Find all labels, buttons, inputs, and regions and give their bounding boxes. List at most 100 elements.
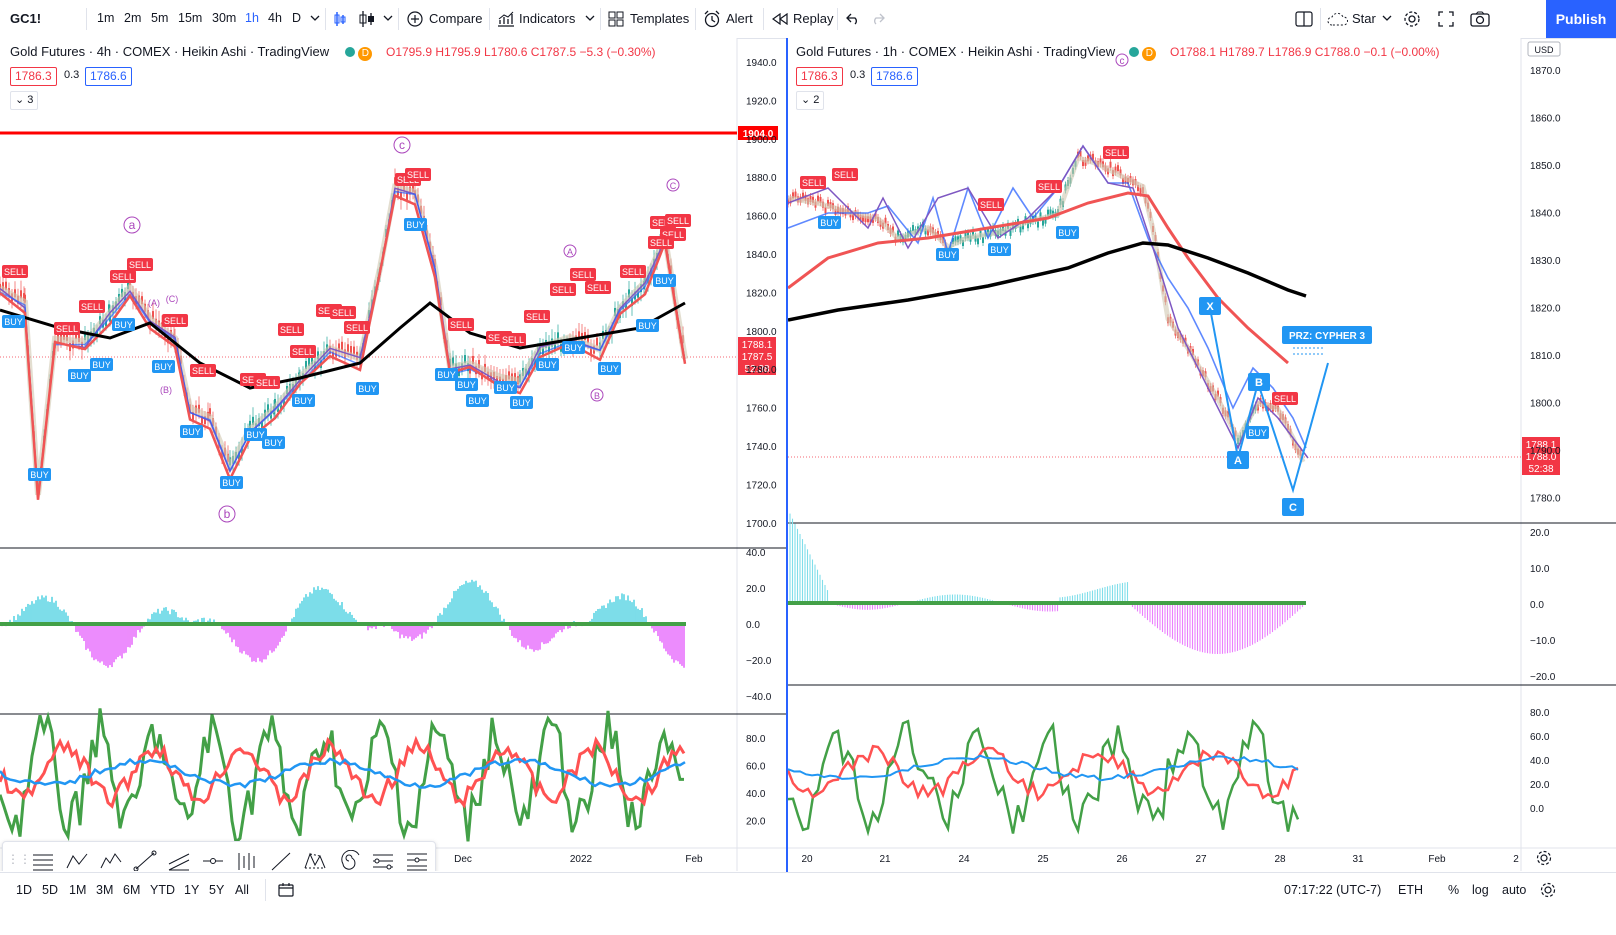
long-position-icon[interactable] bbox=[235, 850, 259, 871]
right-osc1-axis[interactable]: 20.0 10.0 0.0 −10.0 −20.0 bbox=[1530, 528, 1556, 683]
range-ytd[interactable]: YTD bbox=[150, 883, 175, 897]
xabcd-pattern-icon[interactable] bbox=[303, 850, 327, 871]
horizontal-lines-icon[interactable] bbox=[31, 850, 55, 871]
log-scale-toggle[interactable]: log bbox=[1472, 883, 1489, 897]
price-tick-label: 1820.0 bbox=[1530, 304, 1561, 315]
timeframe-1h[interactable]: 1h bbox=[245, 11, 259, 25]
drag-handle-icon[interactable]: ⋮⋮ bbox=[7, 852, 31, 866]
range-1m[interactable]: 1M bbox=[69, 883, 87, 897]
left-spread: 0.3 bbox=[64, 69, 80, 81]
templates-grid-icon[interactable] bbox=[608, 11, 624, 27]
timeframe-d[interactable]: D bbox=[292, 11, 302, 25]
toolbar-divider bbox=[695, 8, 696, 30]
timeframe-1m[interactable]: 1m bbox=[97, 11, 115, 25]
left-chart-pane[interactable]: 1904.0 1788.1 1787.5 52:38 1940.0 1920.0 1… bbox=[0, 38, 786, 871]
chevron-down-icon[interactable] bbox=[585, 15, 595, 23]
range-all[interactable]: All bbox=[235, 883, 249, 897]
line-tool-icon[interactable] bbox=[269, 850, 293, 871]
toolbar-divider bbox=[600, 8, 601, 30]
bar-style-icon[interactable] bbox=[333, 10, 349, 28]
market-open-icon bbox=[1128, 47, 1139, 57]
timeframe-4h[interactable]: 4h bbox=[268, 11, 282, 25]
buy-signal-badge bbox=[244, 428, 267, 441]
gann-spiral-icon[interactable] bbox=[337, 850, 361, 871]
compare-plus-icon[interactable] bbox=[407, 11, 423, 27]
replay-rewind-icon[interactable] bbox=[772, 13, 788, 25]
right-chart-canvas[interactable]: 1788.1 1788.0 52:38 USD 1870.0 1860.0 1850… bbox=[788, 38, 1616, 871]
signal-label: BUY bbox=[512, 398, 531, 408]
wave-label: c bbox=[1120, 56, 1125, 67]
cloud-save-icon[interactable] bbox=[1327, 12, 1349, 26]
range-1d[interactable]: 1D bbox=[16, 883, 32, 897]
layout-select-icon[interactable] bbox=[1295, 11, 1313, 27]
clock-timezone[interactable]: 07:17:22 (UTC-7) bbox=[1284, 883, 1382, 897]
chevron-down-icon[interactable] bbox=[1382, 15, 1392, 23]
fullscreen-icon[interactable] bbox=[1438, 11, 1454, 27]
star-layout-label[interactable]: Star bbox=[1352, 11, 1376, 26]
left-ask-price[interactable]: 1786.6 bbox=[85, 67, 132, 86]
right-bid-price[interactable]: 1786.3 bbox=[796, 67, 843, 86]
session-toggle[interactable]: ETH bbox=[1398, 883, 1423, 897]
alert-clock-icon[interactable] bbox=[703, 10, 721, 28]
percent-scale-toggle[interactable]: % bbox=[1448, 883, 1460, 897]
timeframe-15m[interactable]: 15m bbox=[178, 11, 203, 25]
signal-label: BUY bbox=[820, 218, 839, 228]
candles-icon[interactable] bbox=[358, 10, 376, 28]
left-osc1-axis[interactable]: 40.0 20.0 0.0 −20.0 −40.0 bbox=[746, 548, 772, 703]
replay-button[interactable]: Replay bbox=[793, 11, 834, 26]
timeframe-5m[interactable]: 5m bbox=[151, 11, 169, 25]
currency-selector[interactable]: USD bbox=[1534, 45, 1554, 55]
range-6m[interactable]: 6M bbox=[123, 883, 141, 897]
horizontal-ray-icon[interactable] bbox=[201, 850, 225, 871]
timeframe-2m[interactable]: 2m bbox=[124, 11, 142, 25]
fib-extension-icon[interactable] bbox=[405, 850, 429, 871]
scale-settings-gear-icon[interactable] bbox=[1540, 882, 1556, 898]
chevron-down-icon[interactable] bbox=[310, 15, 320, 23]
range-5y[interactable]: 5Y bbox=[209, 883, 225, 897]
price-tick-label: 1820.0 bbox=[746, 288, 777, 299]
right-time-axis[interactable]: 20 21 24 25 26 27 28 31 Feb 2 bbox=[801, 854, 1519, 865]
left-collapse-indicators[interactable]: ⌄ 3 bbox=[10, 91, 39, 110]
chevron-down-icon[interactable] bbox=[383, 15, 393, 23]
left-price-axis[interactable]: 1940.0 1920.0 1900.0 1880.0 1860.0 1840.0 1820… bbox=[746, 58, 777, 530]
right-price-axis[interactable]: 1870.0 1860.0 1850.0 1840.0 1830.0 1820.0 1810… bbox=[1530, 66, 1561, 505]
templates-button[interactable]: Templates bbox=[630, 11, 690, 26]
right-chart-pane[interactable]: 1788.1 1788.0 52:38 USD 1870.0 1860.0 1850… bbox=[788, 38, 1616, 871]
camera-snapshot-icon[interactable] bbox=[1470, 11, 1490, 27]
range-5d[interactable]: 5D bbox=[42, 883, 58, 897]
abcd-pattern-icon[interactable] bbox=[65, 850, 89, 871]
right-collapse-indicators[interactable]: ⌄ 2 bbox=[796, 91, 825, 110]
alert-button[interactable]: Alert bbox=[726, 11, 753, 26]
go-to-date-icon[interactable] bbox=[278, 882, 294, 898]
left-bid-price[interactable]: 1786.3 bbox=[10, 67, 57, 86]
compare-button[interactable]: Compare bbox=[429, 11, 483, 26]
indicators-button[interactable]: Indicators bbox=[519, 11, 576, 26]
range-1y[interactable]: 1Y bbox=[184, 883, 200, 897]
sell-signal-badge bbox=[110, 270, 136, 283]
chart-settings-gear-icon[interactable] bbox=[1536, 850, 1552, 866]
publish-button[interactable]: Publish bbox=[1546, 0, 1616, 38]
signal-label: SELL bbox=[834, 170, 856, 180]
gear-icon[interactable] bbox=[1403, 10, 1421, 28]
trend-line-icon[interactable] bbox=[133, 850, 157, 871]
auto-scale-toggle[interactable]: auto bbox=[1502, 883, 1527, 897]
price-tick-label: 1940.0 bbox=[746, 58, 777, 69]
signal-label: SELL bbox=[488, 333, 510, 343]
symbol-search[interactable]: GC1! bbox=[10, 11, 42, 26]
chart-split-divider[interactable] bbox=[786, 38, 788, 872]
left-chart-canvas[interactable]: 1904.0 1788.1 1787.5 52:38 1940.01920.01… bbox=[0, 38, 786, 871]
redo-icon[interactable] bbox=[871, 13, 885, 25]
range-3m[interactable]: 3M bbox=[96, 883, 114, 897]
indicators-icon[interactable] bbox=[497, 11, 515, 27]
right-osc2-axis[interactable]: 80.0 60.0 40.0 20.0 0.0 bbox=[1530, 708, 1550, 815]
undo-icon[interactable] bbox=[846, 13, 860, 25]
left-osc2-axis[interactable]: 80.0 60.0 40.0 20.0 bbox=[746, 734, 766, 828]
candle-body bbox=[464, 355, 466, 364]
fib-retracement-icon[interactable] bbox=[371, 850, 395, 871]
toolbar-divider bbox=[1320, 8, 1321, 30]
elliott-wave-icon[interactable] bbox=[99, 850, 123, 871]
parallel-channel-icon[interactable] bbox=[167, 850, 191, 871]
candle-body bbox=[852, 214, 854, 221]
timeframe-30m[interactable]: 30m bbox=[212, 11, 237, 25]
right-ask-price[interactable]: 1786.6 bbox=[871, 67, 918, 86]
